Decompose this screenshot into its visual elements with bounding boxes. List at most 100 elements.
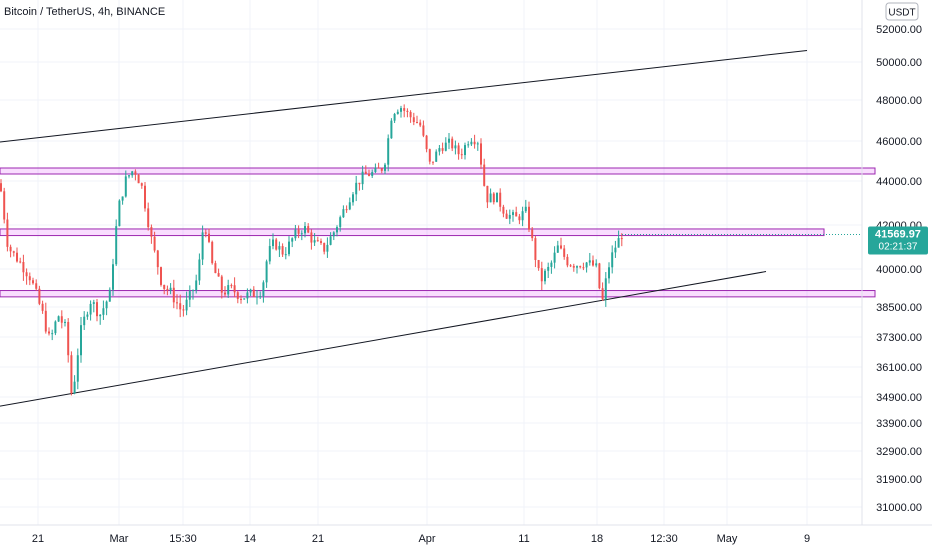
candle-body — [492, 193, 495, 203]
candle-body — [294, 229, 297, 239]
candle — [588, 252, 591, 266]
candle — [230, 283, 233, 289]
price-zone — [0, 290, 876, 298]
candle-body — [3, 191, 6, 220]
candle-body — [406, 110, 409, 112]
candle — [0, 179, 2, 193]
candle-body — [176, 302, 178, 304]
candle-body — [12, 251, 15, 253]
time-tick-label: 9 — [804, 533, 810, 545]
candle — [534, 235, 537, 268]
candle — [352, 191, 354, 206]
candle — [243, 298, 246, 300]
price-tick-label: 36100.00 — [876, 362, 922, 374]
candle — [185, 291, 188, 316]
candle-body — [252, 289, 255, 297]
candle — [108, 287, 111, 302]
candle — [64, 319, 66, 327]
trendlines[interactable] — [0, 49, 808, 407]
candle-body — [44, 310, 47, 332]
candle-body — [272, 239, 274, 247]
candle-body — [6, 219, 9, 247]
candle — [86, 311, 89, 320]
candle — [201, 225, 204, 266]
time-tick-label: Mar — [110, 533, 129, 545]
price-zone — [0, 228, 825, 237]
candle — [476, 141, 479, 151]
candle — [89, 300, 92, 321]
candle — [124, 170, 127, 198]
candle-body — [41, 303, 44, 311]
candle-body — [611, 252, 614, 268]
candle-body — [355, 182, 358, 195]
candle-body — [22, 261, 25, 273]
candle-body — [444, 142, 447, 151]
candle — [412, 112, 415, 126]
candle-body — [220, 276, 223, 293]
candle — [390, 118, 393, 139]
candle-body — [307, 226, 310, 233]
candle — [598, 262, 601, 290]
candle-body — [464, 145, 466, 156]
candle — [604, 272, 607, 307]
candle — [480, 138, 482, 170]
candle — [105, 300, 108, 316]
candle-body — [608, 267, 610, 279]
candle-body — [390, 120, 393, 139]
currency-badge: USDT — [885, 2, 919, 21]
candle — [374, 163, 377, 174]
candle — [486, 185, 489, 209]
candle-body — [297, 229, 300, 234]
candle-body — [601, 288, 604, 300]
candle — [76, 348, 79, 390]
candle — [524, 199, 527, 213]
candle — [444, 137, 447, 152]
candle-body — [460, 154, 463, 156]
candle — [259, 291, 262, 299]
support-resistance-zones[interactable] — [0, 167, 876, 298]
candle-body — [172, 287, 175, 303]
candle — [364, 165, 367, 175]
candle-body — [188, 291, 191, 300]
candle-body — [288, 241, 290, 255]
candle-body — [19, 261, 22, 263]
candle-body — [137, 174, 140, 184]
candle — [409, 110, 412, 123]
candle-body — [428, 149, 431, 162]
candle — [601, 282, 604, 301]
candle — [67, 318, 70, 363]
candle-body — [614, 247, 617, 253]
candle — [28, 272, 31, 286]
candle — [400, 105, 402, 118]
candle — [147, 202, 150, 231]
candle-body — [467, 144, 470, 146]
candle — [252, 286, 255, 298]
candle-body — [585, 262, 588, 268]
candle-body — [89, 303, 92, 315]
candle-body — [224, 292, 226, 295]
candle-body — [598, 263, 601, 289]
price-tick-label: 46000.00 — [876, 136, 922, 148]
trendline — [0, 49, 808, 143]
candle — [403, 104, 406, 118]
candle — [313, 233, 316, 247]
candle-body — [70, 355, 73, 394]
candle — [537, 259, 540, 271]
candle — [572, 263, 575, 272]
candle — [38, 285, 41, 306]
candle — [460, 148, 463, 160]
candle-body — [432, 161, 434, 163]
candle-body — [230, 285, 233, 287]
candle-body — [182, 309, 185, 311]
time-axis[interactable]: 21 Mar 15:30 14 21 Apr 11 18 12:30 May 9 — [32, 533, 810, 545]
candle-body — [198, 259, 201, 281]
candle-body — [233, 285, 236, 293]
candle — [83, 311, 86, 330]
candle — [134, 169, 137, 181]
candle — [550, 260, 553, 274]
candle-body — [380, 168, 383, 171]
candle-body — [313, 240, 316, 243]
candle — [345, 205, 348, 213]
candle-body — [393, 113, 396, 121]
